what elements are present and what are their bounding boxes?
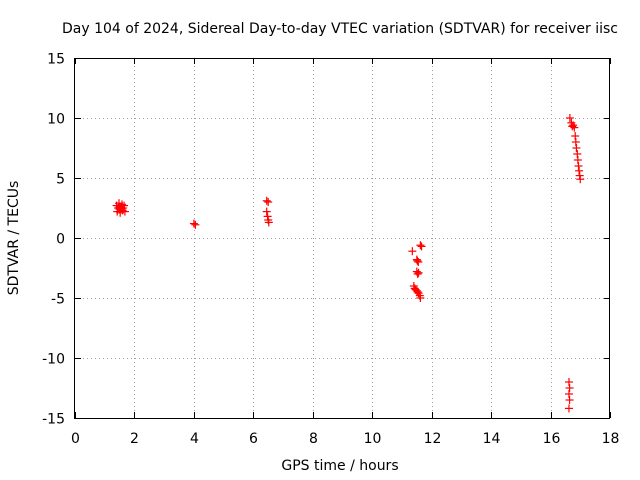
data-point bbox=[264, 218, 273, 227]
data-point bbox=[191, 220, 200, 229]
x-tick-label: 0 bbox=[71, 431, 80, 447]
data-point bbox=[564, 404, 573, 413]
data-point bbox=[572, 144, 581, 152]
data-point bbox=[568, 122, 577, 131]
data-point bbox=[413, 256, 422, 265]
plot-area-frame bbox=[74, 58, 610, 419]
axis-ticks: 0 2 4 6 8 10 12 14 16 18 -15 -10 -5 0 5 10 15 bbox=[42, 52, 619, 448]
y-tick-label: -5 bbox=[51, 292, 65, 308]
data-point bbox=[408, 247, 417, 256]
y-tick-label: 10 bbox=[47, 112, 65, 128]
x-tick-label: 8 bbox=[309, 431, 318, 447]
x-tick-label: 18 bbox=[602, 431, 620, 447]
x-tick-label: 16 bbox=[543, 431, 561, 447]
x-tick-label: 12 bbox=[424, 431, 442, 447]
data-point bbox=[414, 258, 423, 266]
data-point bbox=[120, 201, 129, 210]
y-tick-label: -15 bbox=[42, 412, 65, 428]
data-point bbox=[565, 114, 574, 122]
data-point bbox=[576, 175, 585, 184]
x-axis-label: GPS time / hours bbox=[281, 458, 398, 474]
x-tick-label: 10 bbox=[364, 431, 382, 447]
data-point bbox=[417, 242, 426, 251]
chart-title: Day 104 of 2024, Sidereal Day-to-day VTE… bbox=[62, 21, 618, 37]
data-point bbox=[264, 198, 273, 206]
data-point bbox=[570, 123, 579, 132]
x-tick-label: 2 bbox=[130, 431, 139, 447]
y-tick-label: 5 bbox=[56, 172, 65, 188]
data-point bbox=[115, 202, 124, 211]
y-tick-label: -10 bbox=[42, 352, 65, 368]
y-axis-label: SDTVAR / TECUs bbox=[6, 181, 22, 296]
data-point bbox=[189, 219, 198, 228]
data-point bbox=[262, 207, 271, 216]
data-point bbox=[565, 396, 574, 404]
x-tick-label: 14 bbox=[483, 431, 501, 447]
data-point bbox=[262, 196, 271, 205]
data-points bbox=[112, 114, 585, 413]
x-tick-label: 4 bbox=[190, 431, 199, 447]
data-point bbox=[120, 207, 129, 216]
data-point bbox=[413, 270, 422, 278]
y-tick-label: 0 bbox=[56, 232, 65, 248]
y-tick-label: 15 bbox=[47, 52, 65, 68]
data-point bbox=[416, 241, 425, 250]
data-point bbox=[416, 294, 425, 302]
grid-lines bbox=[75, 58, 610, 418]
x-tick-label: 6 bbox=[249, 431, 258, 447]
data-point bbox=[414, 268, 423, 277]
